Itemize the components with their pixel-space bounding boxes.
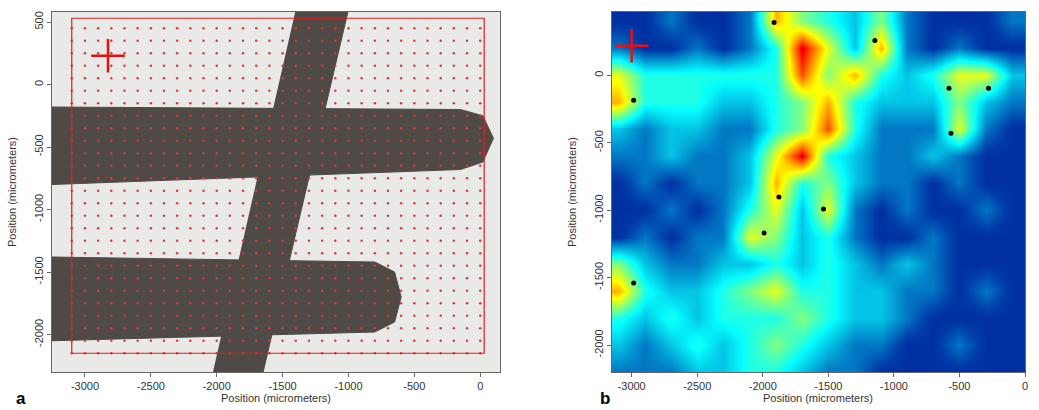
svg-text:Position (micrometers): Position (micrometers) [221,392,331,404]
svg-text:-1500: -1500 [33,256,45,284]
svg-text:-3000: -3000 [71,380,99,392]
svg-text:0: 0 [477,380,483,392]
svg-text:-1000: -1000 [593,194,605,222]
svg-text:-2500: -2500 [683,380,711,392]
svg-text:-1000: -1000 [334,380,362,392]
svg-text:-1500: -1500 [593,262,605,290]
svg-text:-1000: -1000 [33,194,45,222]
svg-text:-2000: -2000 [593,329,605,357]
svg-text:-2500: -2500 [137,380,165,392]
svg-text:Position (micrometers): Position (micrometers) [6,137,18,247]
svg-text:-500: -500 [403,380,425,392]
svg-text:-1500: -1500 [269,380,297,392]
svg-text:-2000: -2000 [33,319,45,347]
svg-text:-500: -500 [593,130,605,152]
svg-text:-2000: -2000 [203,380,231,392]
svg-text:a: a [16,389,26,408]
svg-text:500: 500 [33,11,45,29]
svg-text:-3000: -3000 [618,380,646,392]
svg-text:-500: -500 [948,380,970,392]
svg-text:Position (micrometers): Position (micrometers) [763,392,873,404]
svg-text:-1500: -1500 [814,380,842,392]
svg-text:b: b [600,389,610,408]
svg-text:-1000: -1000 [880,380,908,392]
svg-text:-500: -500 [33,134,45,156]
svg-text:0: 0 [1022,380,1028,392]
svg-text:-2000: -2000 [749,380,777,392]
svg-text:0: 0 [33,80,45,86]
svg-text:Position (micrometers): Position (micrometers) [566,137,578,247]
svg-text:0: 0 [593,71,605,77]
